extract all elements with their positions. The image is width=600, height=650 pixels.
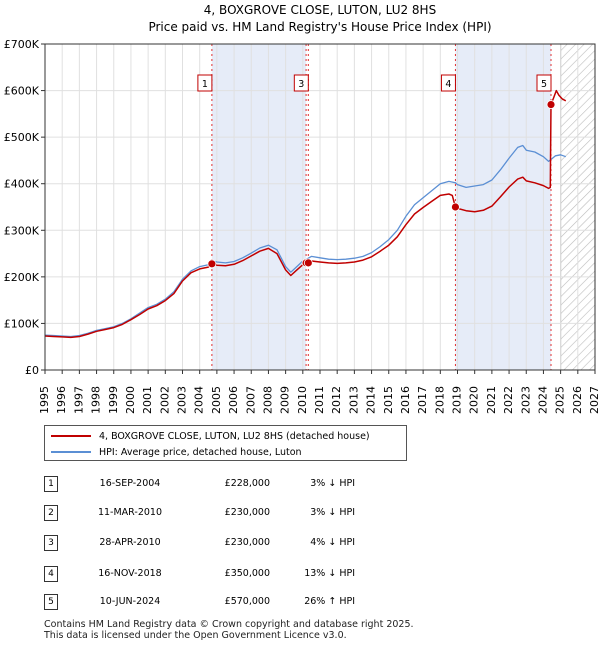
x-tick-label: 2011 xyxy=(313,386,326,414)
txn-price: £228,000 xyxy=(224,478,270,489)
y-tick-label: £300K xyxy=(4,224,40,237)
x-tick-label: 2019 xyxy=(451,386,464,414)
x-tick-label: 2002 xyxy=(158,386,171,414)
x-tick-label: 2004 xyxy=(193,386,206,414)
chart-subtitle: Price paid vs. HM Land Registry's House … xyxy=(148,20,491,34)
x-tick-label: 2010 xyxy=(296,386,309,414)
y-tick-label: £600K xyxy=(4,85,40,98)
x-tick-label: 2026 xyxy=(571,386,584,414)
legend-item-property: 4, BOXGROVE CLOSE, LUTON, LU2 8HS (detac… xyxy=(51,429,370,443)
y-tick-label: £400K xyxy=(4,178,40,191)
property-series-line xyxy=(44,89,567,339)
txn-date: 28-APR-2010 xyxy=(99,537,161,548)
shaded-period xyxy=(211,44,307,370)
txn-number-badge: 3 xyxy=(44,535,58,551)
x-tick-label: 2022 xyxy=(502,386,515,414)
x-tick-label: 2014 xyxy=(365,386,378,414)
legend-line-hpi xyxy=(51,451,91,453)
callout-label: 3 xyxy=(298,79,304,90)
x-tick-label: 1996 xyxy=(55,386,68,414)
x-tick-label: 1997 xyxy=(72,386,85,414)
txn-price: £570,000 xyxy=(224,596,270,607)
txn-number-badge: 2 xyxy=(44,505,58,521)
txn-price: £230,000 xyxy=(224,507,270,518)
x-tick-label: 2024 xyxy=(536,386,549,414)
shaded-period xyxy=(455,44,551,370)
callout-label: 4 xyxy=(445,79,451,90)
y-tick-label: £700K xyxy=(4,38,40,51)
x-tick-label: 2025 xyxy=(554,386,567,414)
table-row: 5 10-JUN-2024 £570,000 26% ↑ HPI xyxy=(40,594,460,612)
transaction-point xyxy=(303,258,313,268)
txn-price: £350,000 xyxy=(224,568,270,579)
x-tick-label: 2023 xyxy=(519,386,532,414)
txn-date: 10-JUN-2024 xyxy=(99,596,161,607)
txn-number-badge: 5 xyxy=(44,594,58,610)
y-tick-label: £0 xyxy=(25,364,39,377)
footer-copyright: Contains HM Land Registry data © Crown c… xyxy=(44,619,414,630)
txn-number-badge: 4 xyxy=(44,566,58,582)
legend-label-hpi: HPI: Average price, detached house, Luto… xyxy=(99,446,302,458)
x-tick-label: 2020 xyxy=(468,386,481,414)
txn-date: 16-SEP-2004 xyxy=(99,478,161,489)
txn-hpi-diff: 26% ↑ HPI xyxy=(304,596,355,607)
x-tick-label: 2013 xyxy=(347,386,360,414)
y-tick-label: £100K xyxy=(4,317,40,330)
x-tick-label: 2001 xyxy=(141,386,154,414)
txn-date: 16-NOV-2018 xyxy=(98,568,162,579)
chart: 4, BOXGROVE CLOSE, LUTON, LU2 8HS Price … xyxy=(4,3,600,414)
txn-number-badge: 1 xyxy=(44,476,58,492)
callout-label: 1 xyxy=(202,79,208,90)
x-tick-label: 1995 xyxy=(38,386,51,414)
x-tick-label: 2021 xyxy=(485,386,498,414)
x-tick-label: 2005 xyxy=(210,386,223,414)
table-row: 1 16-SEP-2004 £228,000 3% ↓ HPI xyxy=(40,476,460,494)
footer-licence: This data is licensed under the Open Gov… xyxy=(44,630,347,641)
legend-label-property: 4, BOXGROVE CLOSE, LUTON, LU2 8HS (detac… xyxy=(99,430,370,442)
legend-line-property xyxy=(51,435,91,437)
callout-box xyxy=(440,74,456,92)
callout-box xyxy=(197,74,213,92)
x-tick-label: 1999 xyxy=(107,386,120,414)
x-tick-label: 2018 xyxy=(433,386,446,414)
table-row: 2 11-MAR-2010 £230,000 3% ↓ HPI xyxy=(40,505,460,523)
txn-hpi-diff: 3% ↓ HPI xyxy=(310,507,355,518)
legend-item-hpi: HPI: Average price, detached house, Luto… xyxy=(51,445,302,459)
footer: Contains HM Land Registry data © Crown c… xyxy=(44,619,414,641)
txn-hpi-diff: 3% ↓ HPI xyxy=(310,478,355,489)
x-tick-label: 1998 xyxy=(90,386,103,414)
transaction-point xyxy=(451,202,460,212)
x-tick-label: 2012 xyxy=(330,386,343,414)
table-row: 4 16-NOV-2018 £350,000 13% ↓ HPI xyxy=(40,566,460,584)
txn-price: £230,000 xyxy=(224,537,270,548)
callout-label: 5 xyxy=(541,79,547,90)
legend: 4, BOXGROVE CLOSE, LUTON, LU2 8HS (detac… xyxy=(44,425,407,461)
x-tick-label: 2015 xyxy=(382,386,395,414)
hpi-series-line xyxy=(44,144,567,338)
txn-hpi-diff: 4% ↓ HPI xyxy=(310,537,355,548)
x-tick-label: 2000 xyxy=(124,386,137,414)
txn-date: 11-MAR-2010 xyxy=(97,507,163,518)
txn-hpi-diff: 13% ↓ HPI xyxy=(304,568,355,579)
x-tick-label: 2016 xyxy=(399,386,412,414)
transaction-point xyxy=(207,259,217,269)
x-tick-label: 2003 xyxy=(176,386,189,414)
callout-box xyxy=(293,74,309,92)
x-tick-label: 2009 xyxy=(279,386,292,414)
table-row: 3 28-APR-2010 £230,000 4% ↓ HPI xyxy=(40,535,460,553)
x-tick-label: 2008 xyxy=(261,386,274,414)
y-tick-label: £500K xyxy=(4,131,40,144)
callout-box xyxy=(536,74,552,92)
transaction-point xyxy=(546,100,556,109)
x-tick-label: 2017 xyxy=(416,386,429,414)
x-tick-label: 2027 xyxy=(588,386,600,414)
chart-title: 4, BOXGROVE CLOSE, LUTON, LU2 8HS xyxy=(204,3,436,17)
y-tick-label: £200K xyxy=(4,271,40,284)
x-tick-label: 2006 xyxy=(227,386,240,414)
x-tick-label: 2007 xyxy=(244,386,257,414)
